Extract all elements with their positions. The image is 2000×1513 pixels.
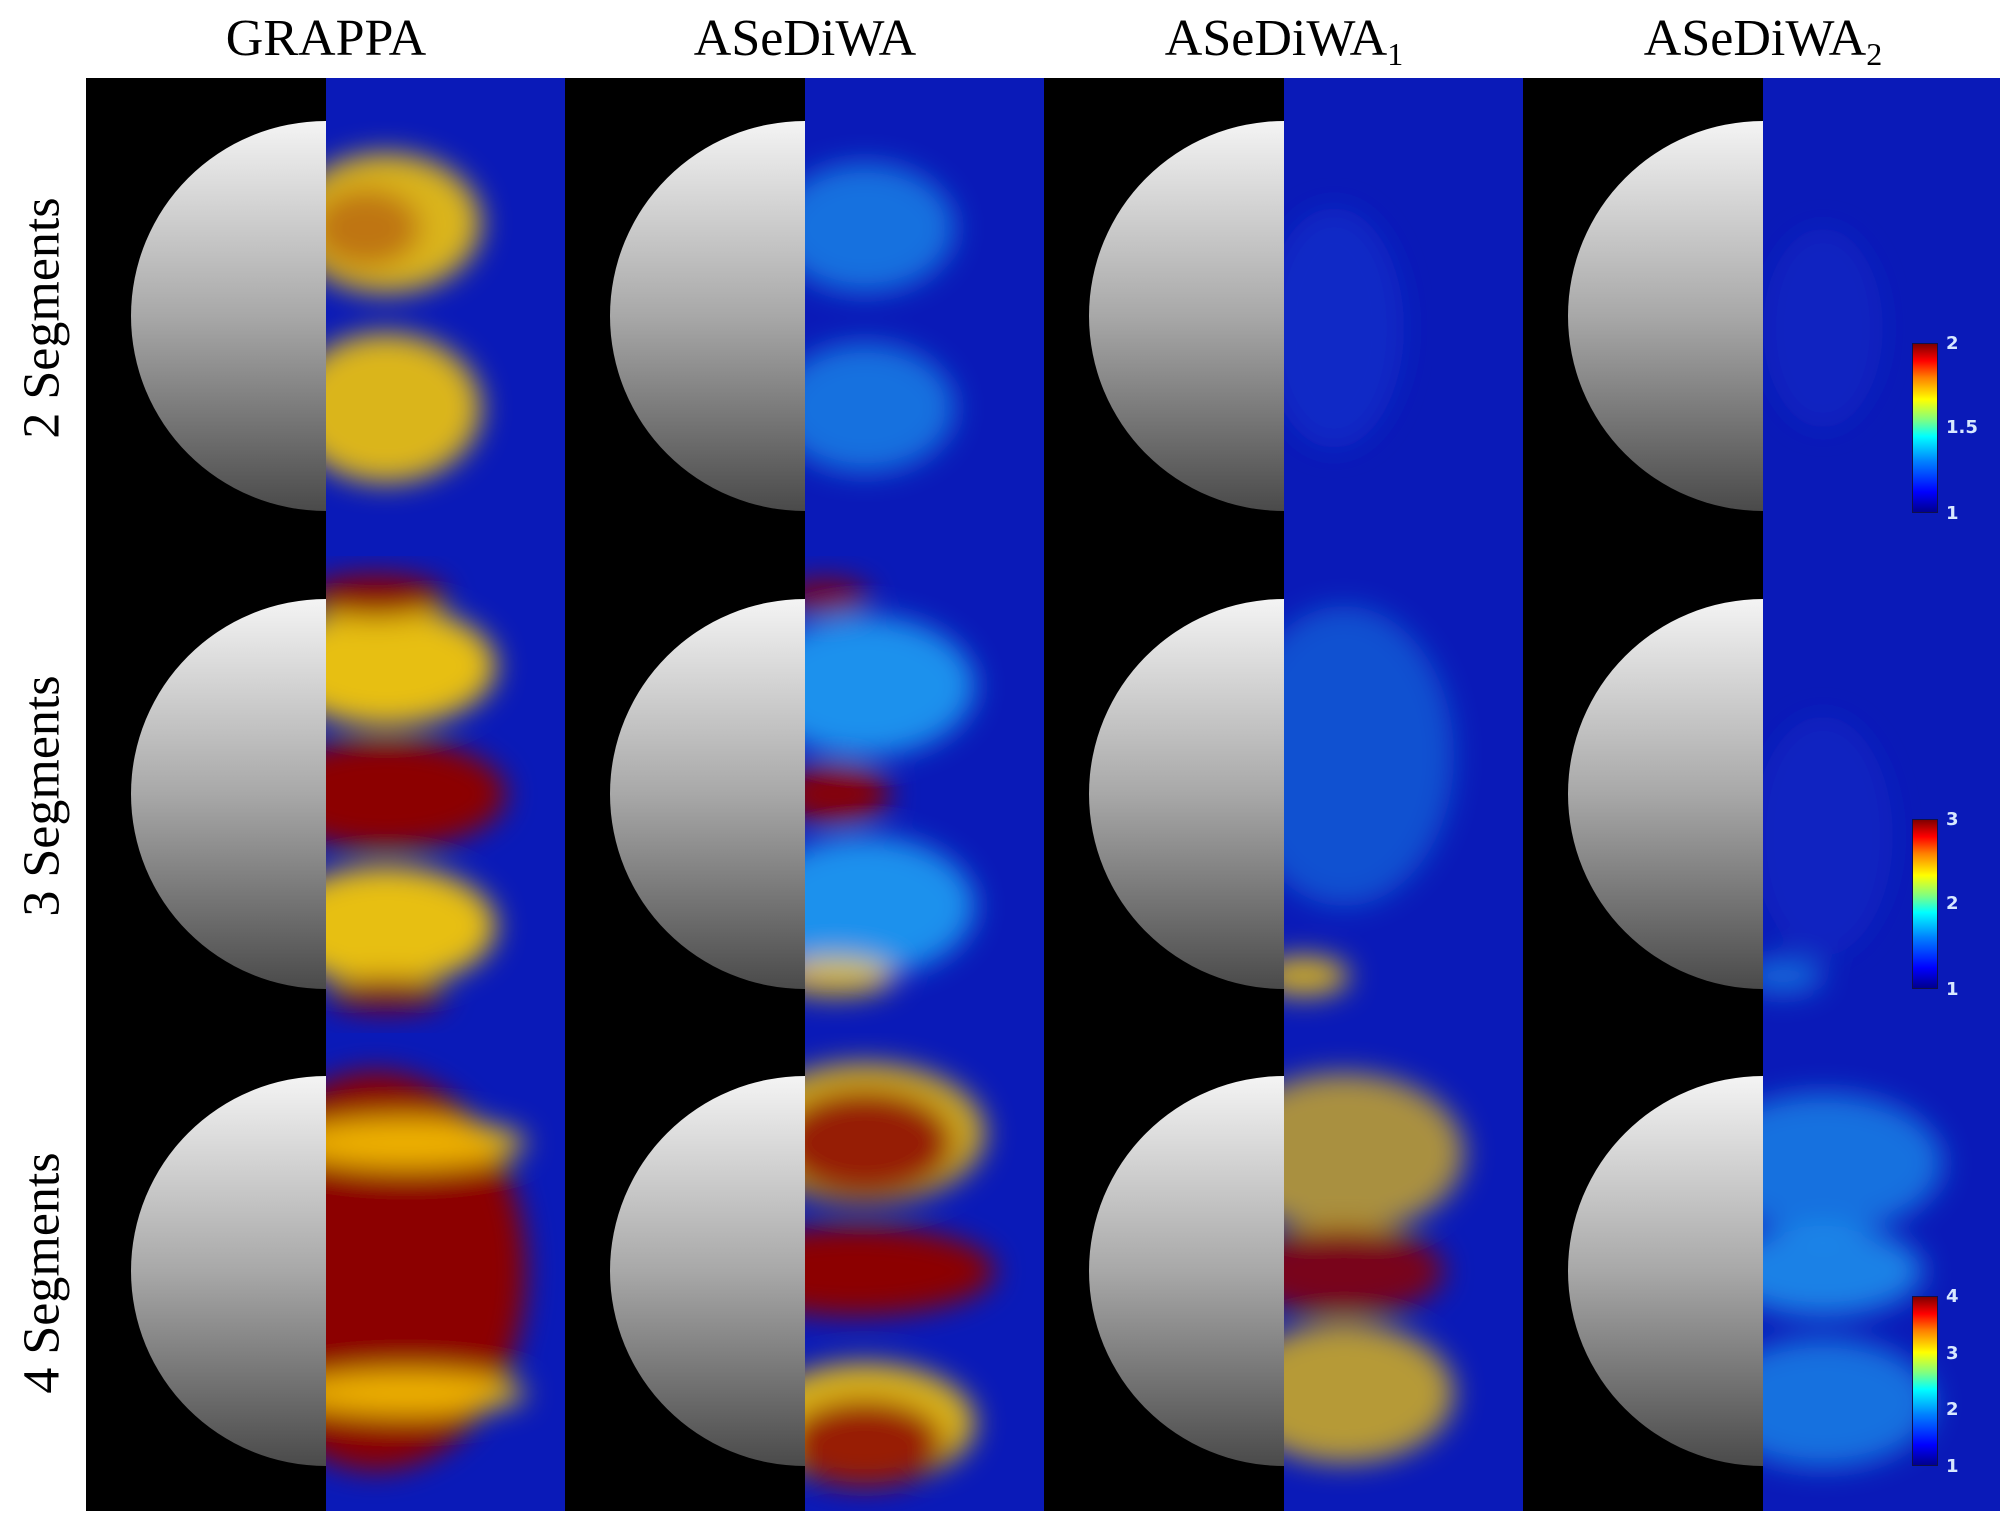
- image-panel: [565, 1033, 1045, 1511]
- error-map-background: [805, 78, 1045, 556]
- magnitude-half-disc: [610, 121, 805, 511]
- row-label-2-segments: 2 Segments: [0, 78, 84, 558]
- error-map: [1284, 208, 1404, 448]
- column-header-grappa: GRAPPA: [86, 4, 566, 74]
- row-label-text: 3 Segments: [13, 675, 71, 917]
- colorbar-tick-max: 3: [1946, 809, 1959, 830]
- column-header-subscript: 2: [1866, 36, 1883, 72]
- colorbar-gradient: [1912, 819, 1938, 989]
- colorbar-tick-min: 1: [1946, 979, 1959, 1000]
- error-map: [1763, 716, 1893, 994]
- error-map: [1763, 1093, 1943, 1468]
- column-header-subscript: 1: [1387, 36, 1404, 72]
- error-map: [326, 153, 481, 483]
- colorbar-tick-2: 2: [1946, 1399, 1959, 1420]
- column-header-text: GRAPPA: [225, 10, 427, 67]
- image-panel: [86, 78, 566, 556]
- image-panel: [1044, 1033, 1524, 1511]
- column-header-asediwa-2: ASeDiWA2: [1523, 4, 2000, 74]
- column-header-asediwa-1: ASeDiWA1: [1044, 4, 1524, 74]
- image-panel: [86, 556, 566, 1034]
- column-header-asediwa: ASeDiWA: [565, 4, 1045, 74]
- colorbar-tick-3: 3: [1946, 1343, 1959, 1364]
- row-label-text: 2 Segments: [13, 197, 71, 439]
- colorbar-tick-mid: 2: [1946, 893, 1959, 914]
- image-panel: [1523, 78, 2000, 556]
- colorbar-gradient: [1912, 1296, 1938, 1466]
- colorbar-tick-4: 4: [1946, 1286, 1959, 1307]
- magnitude-half-disc: [1568, 121, 1763, 511]
- magnitude-half-disc: [1089, 1076, 1284, 1466]
- row-label-text: 4 Segments: [13, 1152, 71, 1394]
- magnitude-half-disc: [610, 599, 805, 989]
- error-map: [326, 574, 506, 1014]
- error-map: [1284, 606, 1454, 996]
- row-label-3-segments: 3 Segments: [0, 556, 84, 1036]
- column-header-text: ASeDiWA: [1643, 10, 1867, 67]
- colorbar-row-3: 4 3 2 1: [1912, 1286, 1968, 1477]
- row-label-4-segments: 4 Segments: [0, 1033, 84, 1513]
- image-panel: [86, 1033, 566, 1511]
- column-header-text: ASeDiWA: [693, 10, 917, 67]
- error-map: [805, 1063, 995, 1488]
- colorbar-row-1: 2 1.5 1: [1912, 333, 1978, 524]
- error-map: [1763, 228, 1883, 428]
- magnitude-half-disc: [1089, 121, 1284, 511]
- error-map: [326, 1071, 526, 1471]
- image-panel: [565, 556, 1045, 1034]
- magnitude-half-disc: [1568, 1076, 1763, 1466]
- magnitude-half-disc: [1089, 599, 1284, 989]
- magnitude-half-disc: [610, 1076, 805, 1466]
- magnitude-half-disc: [131, 599, 326, 989]
- error-map: [805, 163, 955, 473]
- magnitude-half-disc: [131, 121, 326, 511]
- image-panel: [1044, 78, 1524, 556]
- colorbar-tick-max: 2: [1946, 333, 1959, 354]
- error-map: [1284, 1073, 1464, 1463]
- error-map-background: [326, 78, 566, 556]
- magnitude-half-disc: [131, 1076, 326, 1466]
- image-panel: [1044, 556, 1524, 1034]
- colorbar-tick-mid: 1.5: [1946, 417, 1978, 438]
- column-header-text: ASeDiWA: [1164, 10, 1388, 67]
- colorbar-row-2: 3 2 1: [1912, 809, 1968, 1000]
- colorbar-tick-min: 1: [1946, 503, 1959, 524]
- image-panel: [565, 78, 1045, 556]
- error-map: [805, 578, 975, 996]
- colorbar-gradient: [1912, 343, 1938, 513]
- colorbar-tick-1: 1: [1946, 1456, 1959, 1477]
- magnitude-half-disc: [1568, 599, 1763, 989]
